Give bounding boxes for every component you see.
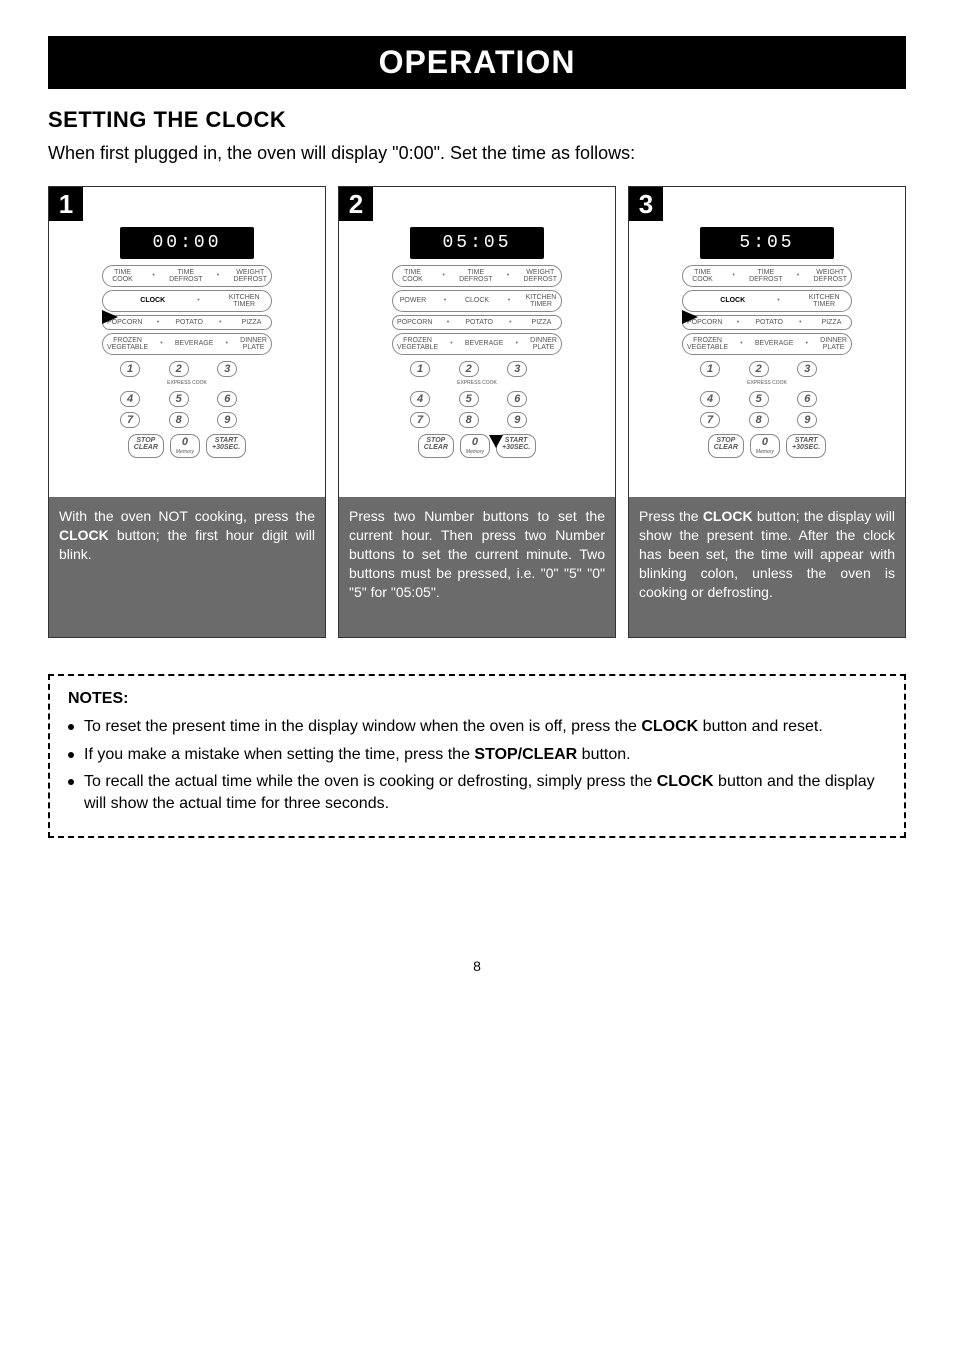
panel-area: 3 5:05 TIMECOOK•TIMEDEFROST•WEIGHTDEFROS…: [629, 187, 905, 497]
microwave-panel: 00:00 TIMECOOK•TIMEDEFROST•WEIGHTDEFROST…: [102, 227, 272, 458]
page-number: 8: [48, 958, 906, 974]
panel-area: 1 00:00 TIMECOOK•TIMEDEFROST•WEIGHTDEFRO…: [49, 187, 325, 497]
notes-item: To reset the present time in the display…: [68, 716, 886, 738]
notes-item: If you make a mistake when setting the t…: [68, 744, 886, 766]
step-number: 3: [629, 187, 663, 221]
page-subtitle: SETTING THE CLOCK: [48, 107, 906, 133]
intro-text: When first plugged in, the oven will dis…: [48, 143, 906, 164]
section-banner: OPERATION: [48, 36, 906, 89]
lcd-display: 00:00: [120, 227, 254, 259]
microwave-panel: 05:05 TIMECOOK•TIMEDEFROST•WEIGHTDEFROST…: [392, 227, 562, 458]
notes-box: NOTES: To reset the present time in the …: [48, 674, 906, 838]
lcd-display: 5:05: [700, 227, 834, 259]
step-card: 2 05:05 TIMECOOK•TIMEDEFROST•WEIGHTDEFRO…: [338, 186, 616, 638]
pointer-arrow-icon: [102, 310, 118, 324]
notes-list: To reset the present time in the display…: [68, 716, 886, 814]
steps-row: 1 00:00 TIMECOOK•TIMEDEFROST•WEIGHTDEFRO…: [48, 186, 906, 638]
step-description: Press two Number buttons to set the curr…: [339, 497, 615, 637]
step-number: 2: [339, 187, 373, 221]
step-number: 1: [49, 187, 83, 221]
pointer-arrow-icon: [682, 310, 698, 324]
notes-heading: NOTES:: [68, 690, 886, 708]
step-card: 1 00:00 TIMECOOK•TIMEDEFROST•WEIGHTDEFRO…: [48, 186, 326, 638]
notes-item: To recall the actual time while the oven…: [68, 771, 886, 814]
panel-area: 2 05:05 TIMECOOK•TIMEDEFROST•WEIGHTDEFRO…: [339, 187, 615, 497]
step-description: Press the CLOCK button; the display will…: [629, 497, 905, 637]
step-card: 3 5:05 TIMECOOK•TIMEDEFROST•WEIGHTDEFROS…: [628, 186, 906, 638]
lcd-display: 05:05: [410, 227, 544, 259]
step-description: With the oven NOT cooking, press the CLO…: [49, 497, 325, 637]
pointer-arrow-icon: [489, 435, 503, 448]
microwave-panel: 5:05 TIMECOOK•TIMEDEFROST•WEIGHTDEFROST …: [682, 227, 852, 458]
